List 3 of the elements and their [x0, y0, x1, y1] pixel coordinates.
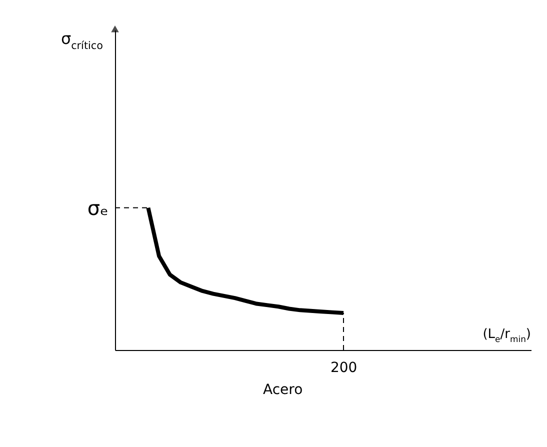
text: σₑ: [87, 196, 108, 220]
text: 200: [330, 360, 358, 376]
text: Acero: [262, 382, 303, 398]
